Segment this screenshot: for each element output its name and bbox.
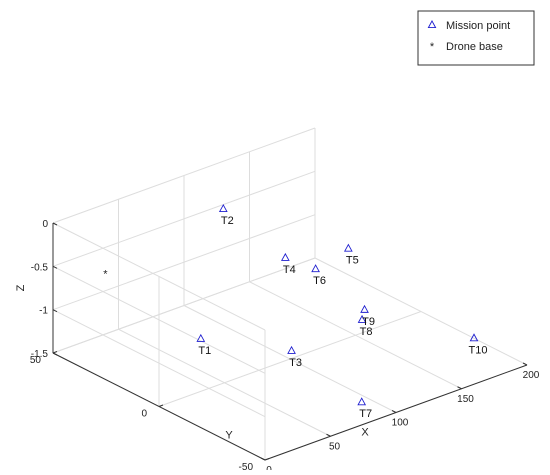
mission-point-marker bbox=[357, 314, 367, 323]
z-axis-label: Z bbox=[15, 284, 27, 291]
x-tick-label: 100 bbox=[392, 418, 409, 429]
x-tick-mark bbox=[391, 410, 397, 413]
legend-label: Drone base bbox=[446, 41, 503, 53]
mission-point-marker bbox=[280, 252, 290, 261]
point-label: T3 bbox=[289, 357, 302, 369]
y-tick-mark bbox=[52, 351, 58, 354]
y-tick-label: 0 bbox=[141, 409, 147, 420]
z-tick-label: 0 bbox=[42, 219, 48, 230]
wall-gridline-z-right bbox=[52, 214, 316, 311]
x-tick-label: 0 bbox=[266, 465, 272, 470]
point-label: T7 bbox=[359, 408, 372, 420]
x-tick-mark bbox=[326, 433, 331, 437]
mission-point-marker bbox=[343, 243, 353, 252]
x-tick-label: 150 bbox=[457, 394, 474, 405]
y-tick-label: 50 bbox=[30, 355, 42, 366]
z-tick-label: -0.5 bbox=[31, 262, 49, 273]
x-tick-mark bbox=[260, 457, 266, 461]
y-tick-mark bbox=[264, 458, 270, 461]
legend-star-icon: * bbox=[430, 41, 435, 53]
x-tick-label: 50 bbox=[329, 441, 341, 452]
point-label: T2 bbox=[221, 215, 234, 227]
wall-gridline-z-left bbox=[52, 309, 266, 418]
legend: Mission point * Drone base bbox=[417, 10, 535, 66]
point-label: T9 bbox=[362, 316, 375, 328]
point-label: T8 bbox=[360, 326, 373, 338]
grid-layer bbox=[52, 127, 528, 461]
x-tick-mark bbox=[457, 386, 462, 390]
z-tick-mark bbox=[52, 352, 58, 356]
mission-point-marker bbox=[357, 397, 367, 406]
wall-gridline-z-right bbox=[52, 170, 316, 267]
z-tick-mark bbox=[52, 265, 58, 269]
point-label: T10 bbox=[469, 344, 488, 356]
y-axis-label: Y bbox=[225, 430, 233, 442]
y-tick-mark bbox=[158, 404, 164, 407]
legend-triangle-icon bbox=[427, 20, 437, 29]
x-axis-label: X bbox=[361, 427, 369, 439]
y-tick-label: -50 bbox=[239, 462, 254, 470]
point-label: T1 bbox=[198, 345, 211, 357]
point-label: T5 bbox=[346, 255, 359, 267]
point-label: T6 bbox=[313, 275, 326, 287]
floor-gridline-y bbox=[158, 311, 422, 407]
mission-point-marker bbox=[311, 264, 320, 273]
mission-point-marker bbox=[469, 333, 479, 342]
legend-box bbox=[417, 10, 535, 66]
wall-gridline-z-left bbox=[52, 265, 266, 374]
mission-point-marker bbox=[218, 203, 228, 212]
mission-point-marker bbox=[196, 333, 206, 342]
z-tick-mark bbox=[52, 309, 58, 313]
drone-base-marker: * bbox=[103, 268, 108, 280]
point-label: T4 bbox=[283, 264, 296, 276]
z-tick-label: -1.5 bbox=[31, 349, 49, 360]
x-tick-mark bbox=[522, 362, 528, 366]
z-tick-label: -1 bbox=[39, 306, 48, 317]
legend-label: Mission point bbox=[446, 20, 510, 32]
z-tick-mark bbox=[52, 222, 58, 226]
wall-gridline-z-right bbox=[52, 127, 316, 224]
wall-gridline-z-right bbox=[52, 257, 316, 354]
wall-gridline-z-left bbox=[52, 222, 266, 331]
x-tick-label: 200 bbox=[523, 370, 540, 381]
mission-point-marker bbox=[287, 345, 296, 354]
mission-point-marker bbox=[360, 304, 369, 313]
